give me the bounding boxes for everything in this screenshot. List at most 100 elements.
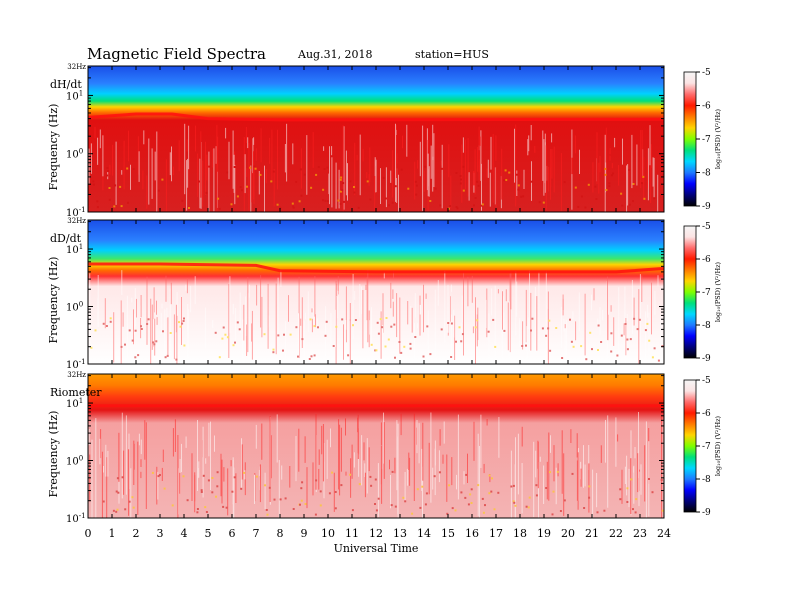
texture-speck (92, 180, 95, 183)
texture-speck (497, 491, 500, 494)
texture-speck (634, 511, 637, 514)
texture-speck (298, 200, 301, 203)
x-tick-label: 14 (417, 527, 431, 540)
texture-speck (370, 484, 373, 487)
texture-speck (549, 349, 552, 352)
texture-speck (284, 497, 287, 500)
texture-speck (419, 506, 422, 509)
texture-speck (581, 195, 583, 198)
texture-speck (109, 320, 112, 323)
texture-speck (629, 338, 632, 341)
texture-speck (563, 499, 566, 502)
texture-speck (326, 200, 329, 203)
texture-speck (636, 328, 639, 331)
y-axis-label: Frequency (Hz) (47, 257, 60, 344)
texture-speck (137, 354, 140, 357)
texture-speck (331, 471, 334, 474)
texture-speck (181, 199, 184, 202)
texture-speck (183, 344, 186, 347)
texture-speck (414, 180, 417, 183)
texture-speck (116, 508, 119, 511)
x-tick-label: 5 (205, 527, 212, 540)
x-tick-label: 3 (157, 527, 164, 540)
texture-speck (604, 167, 607, 170)
texture-speck (642, 175, 645, 178)
texture-speck (391, 470, 394, 473)
texture-speck (505, 179, 508, 181)
texture-speck (531, 317, 534, 320)
texture-speck (388, 204, 390, 207)
texture-speck (200, 489, 203, 492)
texture-speck (375, 509, 378, 512)
texture-speck (343, 200, 345, 203)
texture-speck (460, 340, 463, 343)
texture-speck (513, 501, 516, 504)
texture-speck (425, 492, 428, 495)
texture-speck (332, 345, 335, 347)
texture-speck (112, 509, 115, 512)
texture-speck (381, 326, 384, 329)
texture-speck (446, 512, 449, 515)
texture-speck (292, 205, 295, 208)
texture-speck (253, 165, 256, 168)
texture-speck (240, 487, 243, 490)
texture-speck (434, 187, 437, 190)
x-tick-label: 7 (253, 527, 260, 540)
texture-speck (492, 318, 495, 321)
texture-speck (635, 498, 638, 501)
texture-speck (604, 173, 607, 176)
x-tick-label: 18 (513, 527, 527, 540)
texture-speck (124, 343, 126, 346)
texture-speck (456, 207, 459, 210)
texture-speck (115, 490, 118, 493)
panel-name: dH/dt (50, 78, 82, 91)
texture-speck (279, 498, 282, 501)
texture-speck (469, 493, 472, 496)
panel-name: dD/dt (50, 232, 82, 245)
texture-speck (131, 496, 134, 499)
texture-speck (204, 506, 207, 509)
texture-speck (300, 487, 303, 490)
colorbar-tick-label: -7 (702, 442, 711, 452)
colorbar-tick-label: -8 (702, 169, 711, 179)
texture-speck (440, 167, 443, 170)
texture-speck (313, 325, 316, 328)
texture-speck (476, 319, 479, 322)
texture-speck (349, 473, 352, 476)
texture-speck (547, 327, 550, 330)
texture-speck (440, 328, 443, 331)
spectrogram-image (88, 374, 664, 518)
texture-speck (322, 199, 324, 202)
texture-speck (587, 183, 590, 186)
texture-speck (402, 496, 405, 499)
texture-speck (424, 503, 427, 506)
texture-speck (462, 165, 465, 168)
texture-speck (323, 168, 326, 170)
texture-speck (162, 330, 164, 333)
texture-speck (409, 342, 412, 345)
colorbar-label: log₁₀(PSD) (V²/Hz) (714, 108, 722, 169)
colorbar-tick-label: -8 (702, 475, 711, 485)
texture-speck (449, 205, 451, 207)
figure-title: Magnetic Field Spectra (87, 45, 266, 63)
texture-speck (211, 491, 214, 494)
texture-speck (451, 507, 454, 510)
y-axis-label: Frequency (Hz) (47, 411, 60, 498)
texture-speck (422, 355, 425, 358)
texture-speck (584, 206, 587, 209)
texture-speck (626, 348, 629, 351)
texture-speck (429, 200, 432, 202)
texture-speck (628, 203, 631, 206)
texture-speck (503, 179, 506, 182)
y-tick-label: 100 (66, 455, 83, 468)
texture-speck (646, 322, 649, 325)
texture-speck (169, 332, 172, 334)
texture-speck (556, 470, 559, 473)
texture-speck (488, 474, 491, 477)
texture-speck (282, 349, 284, 352)
x-tick-label: 6 (229, 527, 236, 540)
texture-speck (624, 323, 627, 325)
texture-speck (161, 178, 164, 181)
texture-speck (508, 171, 511, 174)
